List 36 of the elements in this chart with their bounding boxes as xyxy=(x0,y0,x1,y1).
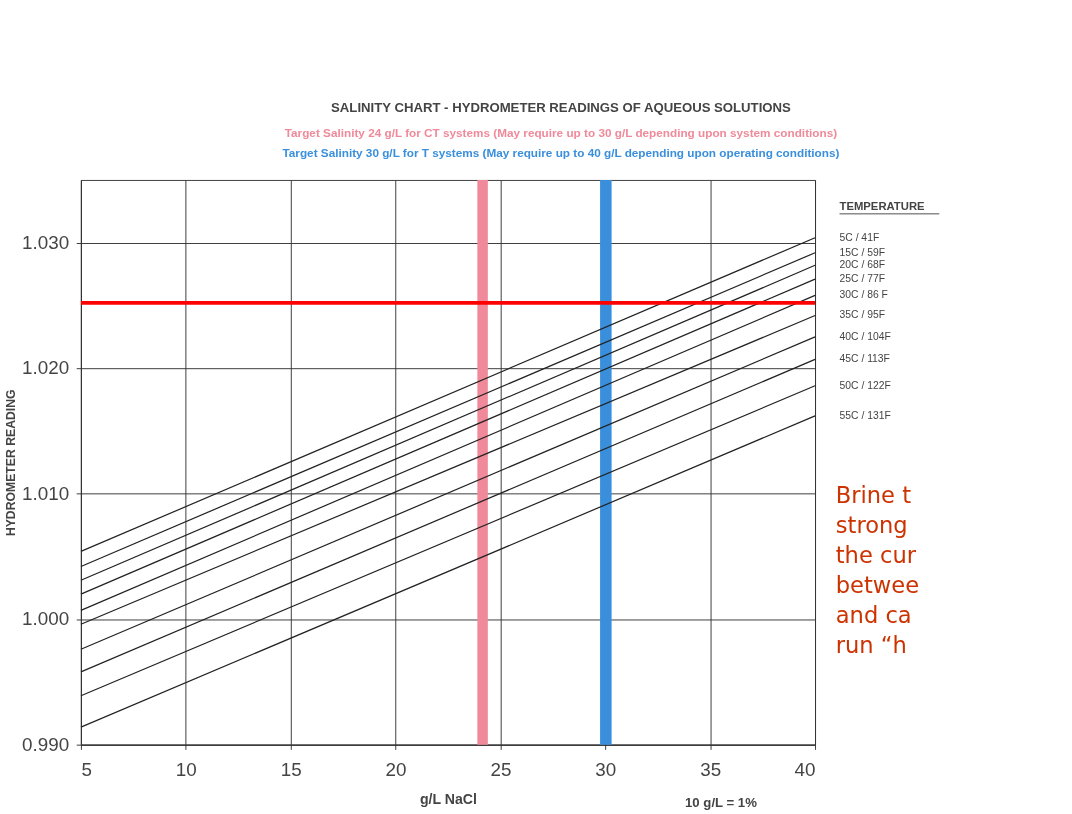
text: run “h xyxy=(835,632,907,659)
text: 25C / 77F xyxy=(839,272,885,284)
y-tick-label: 0.990 xyxy=(22,733,70,755)
x-tick-label: 40 xyxy=(794,759,816,781)
text: 55C / 131F xyxy=(839,409,891,421)
text: and ca xyxy=(835,602,912,629)
text: the cur xyxy=(835,542,917,569)
legend-title: TEMPERATURE xyxy=(839,200,926,213)
text: 35C / 95F xyxy=(839,309,885,321)
y-axis-title: HYDROMETER READING xyxy=(4,389,19,537)
y-tick-label: 1.020 xyxy=(22,357,70,379)
x-tick-label: 15 xyxy=(280,759,302,781)
x-tick-label: 30 xyxy=(595,759,617,781)
x-tick-label: 5 xyxy=(81,759,92,781)
text: 50C / 122F xyxy=(839,379,891,391)
text: Target Salinity 30 g/L for T systems (May require up to 40 g/L depending upon operating conditions) xyxy=(282,146,840,160)
text: Brine t xyxy=(835,481,912,508)
y-tick-label: 1.030 xyxy=(22,231,70,253)
text: 45C / 113F xyxy=(839,353,890,365)
text: 20C / 68F xyxy=(839,259,885,271)
y-tick-label: 1.010 xyxy=(22,482,70,504)
x-tick-label: 35 xyxy=(700,759,722,781)
text: Target Salinity 24 g/L for CT systems (May require up to 30 g/L depending upon system conditions) xyxy=(284,125,838,139)
text: strong xyxy=(835,511,908,538)
y-tick-label: 1.000 xyxy=(22,608,70,630)
text: 5C / 41F xyxy=(839,231,880,243)
text: betwee xyxy=(835,572,920,599)
text: 30C / 86 F xyxy=(839,289,888,301)
text: 10 g/L = 1% xyxy=(685,794,758,810)
x-tick-label: 20 xyxy=(385,759,407,781)
x-axis-title: g/L NaCl xyxy=(419,791,477,808)
x-tick-label: 25 xyxy=(490,759,512,781)
x-tick-label: 10 xyxy=(175,759,197,781)
text: 40C / 104F xyxy=(839,330,891,342)
text: 15C / 59F xyxy=(839,246,885,258)
chart-title: SALINITY CHART - HYDROMETER READINGS OF AQUEOUS SOLUTIONS xyxy=(331,100,792,116)
